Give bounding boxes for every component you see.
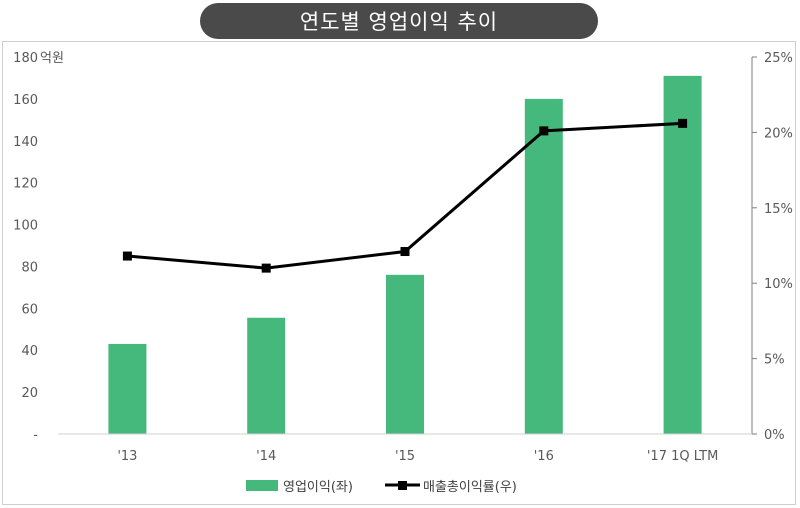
bar — [663, 75, 702, 434]
line-marker — [678, 118, 688, 128]
x-tick-label: '15 — [395, 449, 415, 464]
x-axis: '13 '14 '15 '16 '17 1Q LTM — [58, 433, 752, 464]
legend: 영업이익(좌) 매출총이익률(우) — [246, 480, 517, 495]
bar — [247, 317, 286, 434]
x-tick-label: '13 — [117, 449, 137, 464]
left-tick-label: 180 — [13, 51, 38, 66]
line-series — [127, 121, 683, 270]
left-tick-label: - — [33, 428, 38, 443]
legend-label-line: 매출총이익률(우) — [423, 480, 517, 495]
right-tick-label: 0% — [764, 428, 785, 443]
line-marker — [400, 247, 410, 257]
right-tick-label: 15% — [764, 202, 793, 217]
bar — [386, 274, 424, 434]
right-tick-label: 25% — [764, 51, 793, 66]
left-tick-label: 60 — [21, 302, 38, 317]
left-axis-unit: 억원 — [40, 51, 64, 66]
right-axis: 0% 5% 10% 15% 20% 25% — [751, 51, 793, 443]
right-tick-label: 5% — [764, 353, 785, 368]
x-tick-label: '16 — [534, 449, 554, 464]
bar — [108, 343, 147, 434]
left-tick-label: 100 — [13, 219, 38, 234]
legend-label-bar: 영업이익(좌) — [283, 480, 353, 495]
line-marker — [122, 251, 132, 261]
line-marker — [539, 126, 549, 136]
legend-swatch-bar — [246, 480, 278, 491]
right-tick-label: 20% — [764, 126, 793, 141]
left-tick-label: 160 — [13, 93, 38, 108]
chart-frame — [2, 41, 796, 505]
bars-group — [108, 75, 702, 434]
bar — [524, 98, 563, 434]
left-tick-label: 140 — [13, 135, 38, 150]
line-marker — [261, 263, 271, 273]
line-group — [122, 118, 688, 273]
left-tick-label: 80 — [21, 260, 38, 275]
left-tick-label: 120 — [13, 177, 38, 192]
left-axis: - 20 40 60 80 100 120 140 160 180 억원 — [13, 51, 64, 443]
right-tick-label: 10% — [764, 277, 793, 292]
x-tick-label: '14 — [256, 449, 276, 464]
chart-title: 연도별 영업이익 추이 — [200, 3, 598, 39]
left-tick-label: 20 — [21, 386, 38, 401]
legend-swatch-marker — [398, 481, 407, 490]
left-tick-label: 40 — [21, 344, 38, 359]
x-tick-label: '17 1Q LTM — [647, 449, 719, 464]
